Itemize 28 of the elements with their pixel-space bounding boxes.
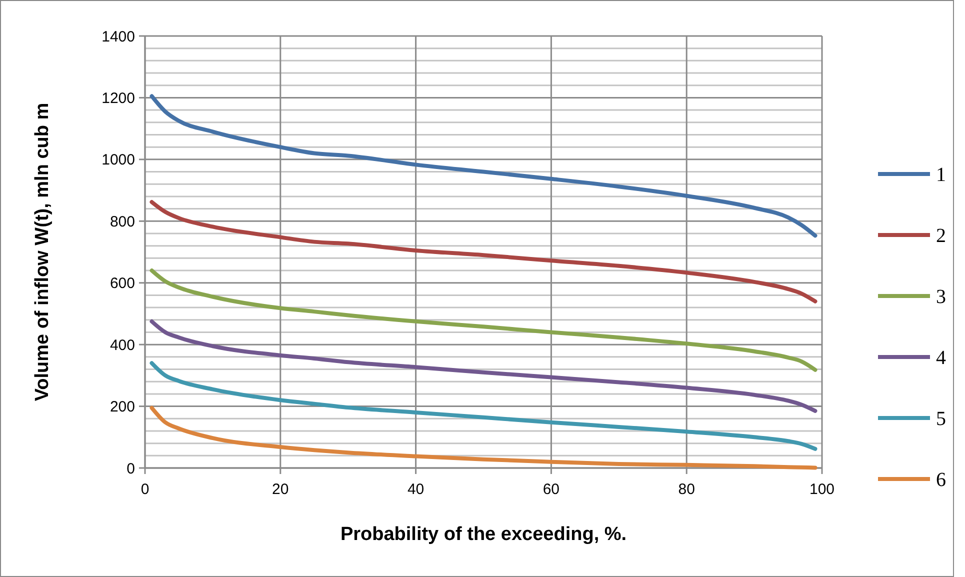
legend-label: 2	[936, 225, 946, 247]
line-series	[150, 319, 818, 413]
legend-label: 5	[936, 408, 946, 430]
x-tick-label: 20	[272, 481, 289, 498]
legend-label: 1	[936, 164, 946, 186]
x-tick-label: 100	[809, 481, 835, 498]
y-tick-label: 1200	[102, 90, 135, 107]
line-series	[150, 361, 818, 451]
line-series	[150, 200, 818, 304]
legend-label: 4	[936, 347, 946, 369]
y-tick-label: 400	[110, 336, 135, 354]
x-tick-label: 60	[542, 481, 560, 498]
y-axis-title: Volume of inflow W(t), mln cub m	[32, 102, 53, 402]
legend-label: 6	[936, 469, 946, 491]
y-tick-label: 0	[126, 460, 135, 478]
y-tick-label: 1400	[102, 28, 135, 46]
y-tick-label: 800	[110, 213, 135, 230]
line-series	[150, 94, 818, 238]
y-tick-label: 600	[110, 275, 135, 292]
x-tick-label: 80	[678, 481, 695, 498]
y-tick-label: 200	[110, 398, 135, 416]
x-tick-label: 40	[407, 481, 424, 498]
x-axis-title: Probability of the exceeding, %.	[340, 524, 627, 545]
legend-label: 3	[936, 286, 946, 308]
line-series	[150, 406, 818, 470]
y-tick-label: 1000	[102, 152, 135, 169]
line-series	[150, 268, 818, 372]
x-tick-label: 0	[140, 481, 150, 498]
